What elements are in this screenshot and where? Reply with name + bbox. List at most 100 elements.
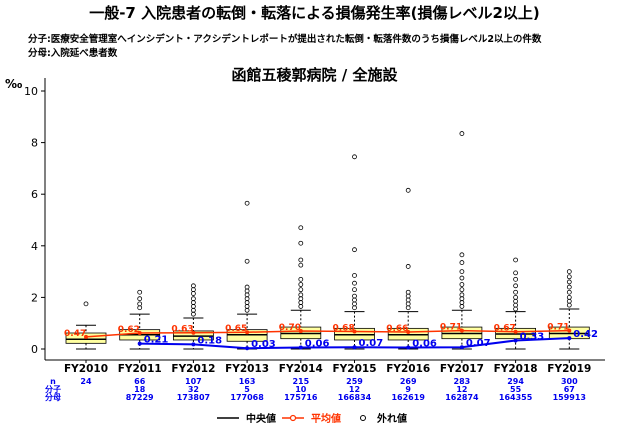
- outlier-point: [566, 289, 572, 295]
- mean-point: [84, 334, 88, 339]
- table-row-label: 分母: [45, 392, 61, 402]
- outlier-point: [352, 297, 357, 303]
- outlier-point: [298, 300, 304, 305]
- outlier-point: [566, 302, 572, 308]
- mean-label: 0.67: [494, 324, 516, 334]
- outlier-point: [513, 257, 518, 263]
- mean-point: [352, 329, 357, 334]
- outlier-point: [298, 257, 304, 263]
- hospital-point: [513, 338, 518, 343]
- mean-label: 0.63: [171, 325, 193, 335]
- denominator-note: 分母:入院延べ患者数: [28, 48, 118, 59]
- outlier-point: [513, 276, 518, 282]
- table-cell: 9: [405, 385, 411, 394]
- table-cell: 55: [510, 385, 522, 394]
- outlier-point: [459, 304, 465, 309]
- outlier-point: [298, 292, 304, 298]
- outlier-point: [244, 307, 250, 313]
- outlier-point: [405, 305, 411, 311]
- outlier-point: [137, 289, 143, 295]
- y-tick-label: 2: [31, 291, 38, 304]
- table-cell: 283: [454, 377, 471, 386]
- y-tick-label: 8: [31, 137, 38, 150]
- table-cell: 177068: [230, 393, 264, 402]
- x-tick-label: FY2015: [333, 363, 377, 375]
- x-tick-label: FY2019: [547, 363, 591, 375]
- outlier-point: [83, 301, 89, 307]
- table-cell: 67: [564, 385, 575, 394]
- table-cell: 10: [295, 385, 307, 394]
- outlier-point: [298, 287, 304, 293]
- outlier-point: [513, 306, 518, 312]
- legend-outlier-label: 外れ値: [376, 412, 407, 425]
- mean-label: 0.62: [118, 325, 140, 335]
- table-cell: 166834: [338, 393, 372, 402]
- outlier-point: [513, 270, 518, 276]
- mean-point: [245, 330, 250, 335]
- hospital-label: 0.03: [251, 339, 276, 350]
- outlier-point: [566, 294, 572, 300]
- outlier-point: [459, 269, 465, 275]
- outlier-point: [190, 287, 196, 293]
- y-tick-label: 6: [31, 188, 38, 201]
- legend-outlier-marker: [360, 415, 366, 421]
- chart-title: 函館五稜郭病院 / 全施設: [231, 66, 398, 84]
- mean-label: 0.47: [64, 329, 86, 339]
- outlier-point: [352, 293, 357, 299]
- hospital-label: 0.21: [144, 335, 169, 346]
- y-axis-unit: ‰: [5, 77, 22, 91]
- outlier-point: [566, 284, 572, 290]
- outlier-point: [405, 297, 411, 303]
- outlier-point: [244, 284, 250, 290]
- outlier-point: [352, 301, 357, 307]
- hospital-point: [567, 336, 572, 341]
- outlier-point: [405, 187, 411, 193]
- hospital-label: 0.07: [359, 338, 384, 349]
- mean-label: 0.66: [386, 324, 408, 334]
- outlier-point: [405, 293, 411, 299]
- table-row-label: n: [50, 377, 56, 386]
- hospital-point: [298, 345, 303, 350]
- outlier-point: [459, 131, 465, 136]
- outlier-point: [566, 274, 572, 280]
- mean-label: 0.70: [279, 323, 301, 333]
- table-cell: 269: [400, 377, 417, 386]
- mean-point: [406, 329, 411, 334]
- outlier-point: [137, 305, 143, 311]
- hospital-point: [191, 342, 196, 347]
- table-cell: 107: [185, 377, 202, 386]
- outlier-point: [244, 200, 250, 206]
- x-tick-label: FY2018: [494, 363, 538, 375]
- table-cell: 162619: [391, 393, 425, 402]
- y-tick-label: 10: [24, 85, 38, 98]
- table-cell: 66: [134, 377, 146, 386]
- outlier-point: [566, 269, 572, 275]
- legend-mean-marker: [289, 414, 297, 422]
- mean-label: 0.71: [440, 323, 462, 333]
- outlier-point: [190, 291, 196, 296]
- outlier-point: [459, 300, 465, 305]
- mean-point: [298, 328, 303, 333]
- outlier-point: [244, 296, 250, 302]
- outlier-point: [405, 289, 411, 295]
- outlier-point: [190, 304, 196, 309]
- mean-point: [137, 331, 142, 336]
- outlier-point: [298, 240, 304, 246]
- table-row-label: 分子: [45, 384, 61, 394]
- table-cell: 5: [244, 385, 250, 394]
- outlier-point: [298, 276, 304, 282]
- mean-line: [85, 329, 570, 338]
- outlier-point: [459, 275, 465, 281]
- y-tick-label: 4: [31, 240, 38, 253]
- mean-label: 0.68: [333, 323, 355, 333]
- outlier-point: [513, 294, 518, 300]
- mean-label: 0.71: [547, 323, 569, 333]
- outlier-point: [298, 282, 304, 287]
- outlier-point: [459, 282, 465, 287]
- outlier-point: [244, 288, 250, 294]
- outlier-point: [352, 154, 357, 160]
- outlier-point: [352, 247, 357, 253]
- hospital-label: 0.33: [520, 331, 545, 342]
- table-cell: 87229: [126, 393, 154, 402]
- outlier-point: [244, 300, 250, 305]
